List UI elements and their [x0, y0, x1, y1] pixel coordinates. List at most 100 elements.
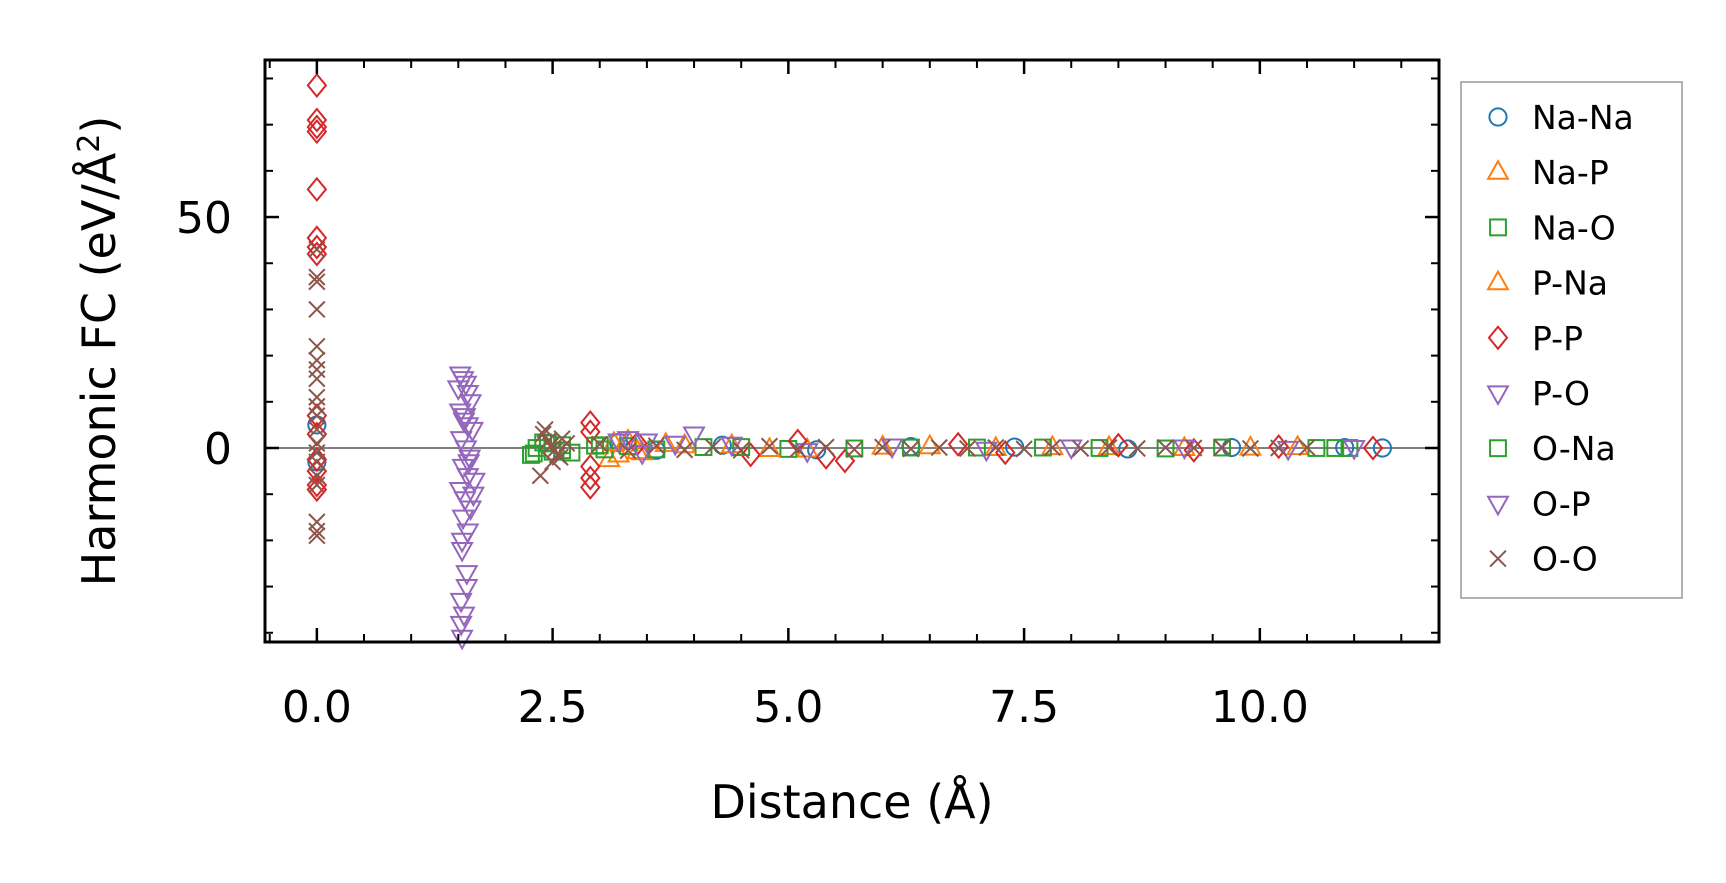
data-point [630, 445, 654, 466]
data-point [308, 476, 326, 494]
data-point [871, 434, 895, 455]
legend-item: Na-O [1489, 208, 1616, 247]
data-point [306, 241, 328, 267]
data-point [760, 437, 779, 455]
series-p-o [448, 366, 706, 651]
data-point [450, 629, 474, 651]
data-point [1298, 438, 1316, 457]
data-point [616, 431, 640, 452]
data-point [461, 486, 486, 508]
data-point [308, 370, 326, 388]
legend-marker [1486, 269, 1510, 291]
data-point [308, 527, 326, 545]
data-point [1128, 439, 1146, 458]
legend-label: O-O [1532, 540, 1598, 579]
legend-item: P-Na [1486, 264, 1608, 303]
y-tick-label: 0 [204, 424, 232, 475]
x-tick-label: 5.0 [753, 682, 823, 733]
data-point [1183, 437, 1205, 463]
data-point [1059, 439, 1083, 461]
data-point [704, 437, 722, 456]
data-point [1100, 438, 1118, 457]
data-point [874, 438, 892, 456]
data-point [308, 273, 326, 291]
data-point [308, 453, 326, 471]
data-point [455, 578, 479, 600]
data-point [306, 114, 328, 140]
data-point [845, 440, 863, 459]
data-point [457, 454, 481, 475]
data-point [306, 421, 328, 447]
data-point [902, 438, 920, 457]
series-o-o [308, 240, 1316, 545]
series-o-p [446, 380, 1366, 600]
data-point [607, 433, 631, 455]
data-point [930, 438, 948, 457]
data-point [602, 430, 626, 451]
data-point [880, 438, 904, 460]
data-point [787, 428, 809, 454]
data-point [1213, 438, 1231, 457]
data-point [987, 438, 1005, 457]
data-point [1156, 439, 1175, 458]
data-point [306, 476, 328, 503]
data-marks [306, 72, 1393, 651]
data-point [607, 441, 631, 463]
legend-marker [1487, 325, 1509, 351]
data-point [306, 119, 328, 145]
data-point [308, 268, 326, 286]
data-point [1034, 438, 1052, 457]
data-point [1213, 438, 1232, 457]
x-tick-label: 10.0 [1211, 682, 1309, 733]
y-tick-label: 50 [176, 193, 232, 244]
legend-marker [1489, 549, 1507, 568]
data-point [1362, 435, 1384, 461]
legend-item: P-P [1487, 319, 1583, 358]
legend-label: P-Na [1532, 264, 1608, 303]
legend-label: O-P [1532, 484, 1591, 523]
data-point [1015, 440, 1033, 458]
data-point [682, 426, 706, 448]
data-point [308, 522, 326, 540]
data-point [450, 532, 474, 554]
data-point [1326, 439, 1345, 457]
y-axis-label-close: ) [72, 116, 126, 134]
data-point [1270, 439, 1288, 457]
data-point [306, 107, 328, 133]
data-point [308, 300, 326, 319]
data-point [580, 474, 601, 500]
data-point [446, 380, 470, 401]
x-tick-label: 7.5 [989, 682, 1059, 733]
data-point [591, 435, 609, 453]
legend-item: O-Na [1489, 429, 1616, 468]
data-point [817, 438, 835, 456]
data-point [1342, 439, 1366, 461]
legend-label: Na-Na [1532, 98, 1634, 137]
data-point [531, 467, 549, 485]
data-point [456, 468, 480, 489]
legend-item: P-O [1486, 374, 1590, 413]
data-point [524, 444, 543, 463]
data-point [306, 176, 328, 202]
data-point [732, 441, 750, 459]
data-point [807, 440, 827, 460]
data-point [308, 337, 326, 356]
data-point [647, 437, 665, 455]
data-point [543, 453, 562, 471]
data-point [845, 439, 864, 458]
x-tick-label: 2.5 [518, 682, 588, 733]
y-axis-label: Harmonic FC (eV/Å2) [72, 116, 126, 587]
data-point [1238, 434, 1263, 456]
data-point [619, 442, 637, 460]
data-point [958, 439, 977, 458]
data-point [635, 433, 659, 455]
data-point [647, 440, 666, 459]
data-point [308, 240, 326, 259]
data-point [1097, 434, 1121, 456]
data-point [449, 592, 473, 614]
data-point [757, 436, 782, 457]
data-point [1372, 438, 1393, 458]
legend-marker [1486, 495, 1510, 517]
legend-item: O-O [1489, 540, 1598, 579]
